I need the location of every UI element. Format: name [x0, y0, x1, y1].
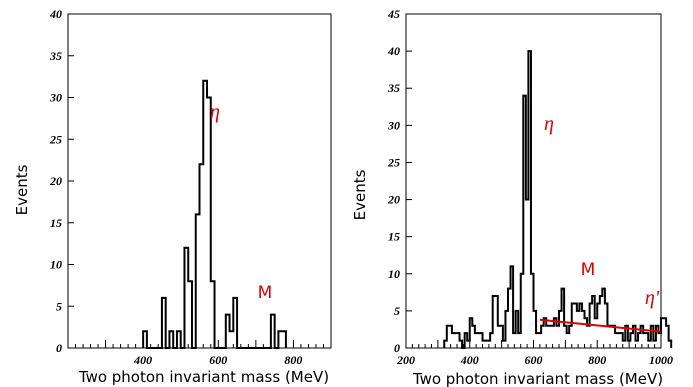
- right-panel: 0 5 10 15 20 25 30 35 40 45 200 400 600 800 1000 Two …: [351, 7, 673, 387]
- right-x-tick-label: 800: [588, 353, 606, 367]
- right-y-tick-label: 15: [388, 230, 400, 244]
- left-y-tick-label: 15: [50, 216, 62, 230]
- left-y-axis-title: Events: [13, 164, 31, 215]
- left-y-tick-label: 5: [56, 299, 62, 313]
- right-x-tick-label: 600: [525, 353, 543, 367]
- left-y-tick-label: 30: [49, 91, 62, 105]
- left-y-tick-label: 20: [49, 174, 62, 188]
- right-x-axis-title: Two photon invariant mass (MeV): [412, 370, 663, 387]
- right-y-tick-label: 45: [387, 7, 400, 21]
- left-annotation-eta: η: [210, 101, 220, 123]
- left-y-tick-label: 40: [49, 7, 62, 21]
- left-x-tick-label: 800: [284, 353, 302, 367]
- left-x-tick-label: 600: [209, 353, 227, 367]
- right-y-tick-label: 10: [388, 267, 400, 281]
- left-y-tick-label: 10: [50, 258, 62, 272]
- left-panel: 0 5 10 15 20 25 30 35 40 400 600 800 Two photon in…: [13, 7, 332, 386]
- right-annotation-eta-prime: η': [645, 287, 660, 309]
- right-background-fit-line: [539, 318, 662, 333]
- right-y-tick-label: 40: [387, 44, 400, 58]
- left-y-tick-label: 0: [56, 341, 62, 355]
- left-x-tick-label: 400: [133, 353, 152, 367]
- right-histogram-line: [443, 50, 673, 349]
- right-y-tick-label: 0: [394, 341, 400, 355]
- right-annotation-m: M: [581, 260, 596, 280]
- right-y-tick-label: 20: [387, 193, 400, 207]
- right-annotation-eta: η: [544, 113, 554, 135]
- left-annotation-m: M: [258, 283, 273, 303]
- right-x-tick-label: 400: [460, 353, 479, 367]
- right-y-tick-label: 35: [387, 81, 400, 95]
- left-y-tick-label: 35: [49, 49, 62, 63]
- right-x-tick-label: 1000: [649, 353, 673, 367]
- right-y-tick-label: 25: [387, 155, 400, 169]
- left-x-axis-title: Two photon invariant mass (MeV): [78, 368, 329, 386]
- right-y-tick-label: 30: [387, 118, 400, 132]
- right-y-tick-label: 5: [394, 304, 400, 318]
- right-x-tick-label: 200: [396, 353, 415, 367]
- left-y-tick-label: 25: [49, 132, 62, 146]
- left-histogram-line: [142, 79, 287, 349]
- right-y-axis-title: Events: [351, 169, 369, 220]
